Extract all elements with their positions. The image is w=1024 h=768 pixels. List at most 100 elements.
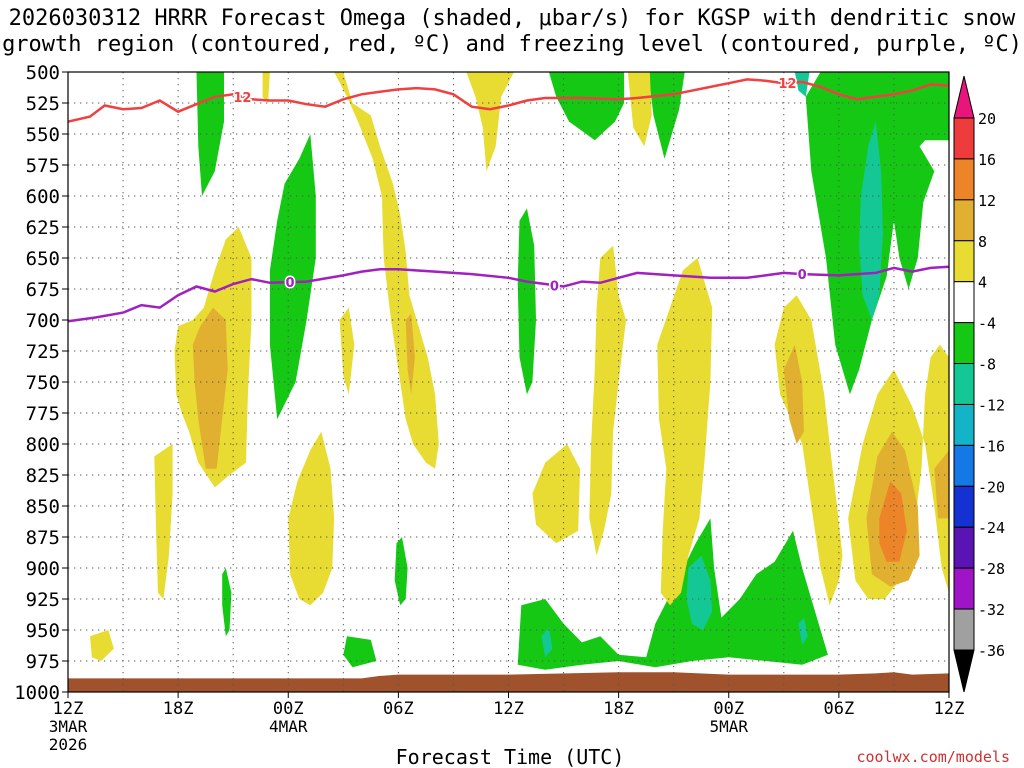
colorbar-box-12 <box>953 608 975 651</box>
colorbar-box-9 <box>953 485 975 528</box>
omega-region-28 <box>90 630 114 661</box>
y-tick-label-950: 950 <box>26 620 60 642</box>
omega-region-30 <box>192 307 228 469</box>
x-date-label-6: 5MAR <box>709 717 748 736</box>
omega-region-18 <box>262 72 270 103</box>
freezing-contour-label-0: 0 <box>286 276 295 291</box>
grid-lines <box>68 71 949 693</box>
x-tick-label-5: 18Z <box>603 699 634 719</box>
colorbar-box-0 <box>953 117 975 160</box>
y-tick-label-975: 975 <box>26 651 60 673</box>
x-tick-label-6: 00Z <box>713 699 744 719</box>
colorbar: 20 16 12 8 4 -4 -8 -12 -16 -20 -24 -28 -32 -36 <box>953 75 1005 693</box>
y-tick-label-875: 875 <box>26 527 60 549</box>
omega-region-23 <box>657 258 713 606</box>
colorbar-label-2: 12 <box>978 192 996 210</box>
omega-shading <box>90 72 949 670</box>
colorbar-label-11: -28 <box>978 560 1005 578</box>
x-date-label-2: 4MAR <box>269 717 308 736</box>
colorbar-label-8: -16 <box>978 437 1005 455</box>
colorbar-box-11 <box>953 567 975 610</box>
y-tick-label-525: 525 <box>26 93 60 115</box>
dendritic-contour-line <box>68 78 949 123</box>
omega-region-31 <box>405 313 415 395</box>
y-tick-label-750: 750 <box>26 372 60 394</box>
y-tick-label-725: 725 <box>26 341 60 363</box>
omega-region-6 <box>517 208 536 395</box>
omega-region-21 <box>589 245 626 556</box>
omega-region-3 <box>548 72 625 141</box>
y-tick-label-800: 800 <box>26 434 60 456</box>
x-tick-label-8: 12Z <box>934 699 965 719</box>
terrain-surface <box>68 672 949 692</box>
y-tick-label-650: 650 <box>26 248 60 270</box>
colorbar-box-7 <box>953 403 975 446</box>
omega-region-22 <box>532 444 581 544</box>
colorbar-label-6: -8 <box>978 356 996 374</box>
title-line-2: growth region (contoured, red, ºC) and f… <box>2 32 1022 57</box>
y-tick-label-850: 850 <box>26 496 60 518</box>
omega-region-20 <box>627 72 652 147</box>
omega-region-14 <box>541 627 553 658</box>
y-tick-label-825: 825 <box>26 465 60 487</box>
colorbar-box-5 <box>953 322 975 365</box>
omega-region-15 <box>798 617 808 645</box>
y-tick-label-700: 700 <box>26 310 60 332</box>
y-tick-label-775: 775 <box>26 403 60 425</box>
omega-region-32 <box>783 344 804 444</box>
colorbar-arrow-top <box>953 75 975 119</box>
x-date-label-0: 3MAR <box>49 717 88 736</box>
dendritic-contour-label-1: 12 <box>778 77 796 92</box>
omega-region-19 <box>466 72 514 172</box>
colorbar-label-4: 4 <box>978 274 987 292</box>
x-axis-label: Forecast Time (UTC) <box>396 745 625 768</box>
colorbar-box-1 <box>953 158 975 201</box>
omega-region-27 <box>154 444 173 599</box>
y-tick-label-500: 500 <box>26 62 60 84</box>
chart-title: 2026030312 HRRR Forecast Omega (shaded, … <box>0 6 1024 58</box>
omega-region-11 <box>859 121 883 320</box>
y-axis: 500 525 550 575 600 625 650 675 700 725 750 775 800 8… <box>14 62 68 704</box>
omega-region-34 <box>934 450 949 519</box>
y-tick-label-600: 600 <box>26 186 60 208</box>
dendritic-contour-label-0: 12 <box>233 91 251 106</box>
y-tick-label-625: 625 <box>26 217 60 239</box>
colorbar-label-5: -4 <box>978 315 996 333</box>
title-line-1: 2026030312 HRRR Forecast Omega (shaded, … <box>8 6 1016 31</box>
colorbar-box-3 <box>953 240 975 283</box>
omega-region-7 <box>222 568 232 637</box>
colorbar-box-8 <box>953 444 975 487</box>
colorbar-label-13: -36 <box>978 642 1005 660</box>
colorbar-label-0: 20 <box>978 110 996 128</box>
y-tick-label-550: 550 <box>26 124 60 146</box>
colorbar-box-4 <box>953 281 975 324</box>
omega-region-26 <box>288 431 335 606</box>
colorbar-box-2 <box>953 199 975 242</box>
y-tick-label-1000: 1000 <box>14 682 60 704</box>
omega-region-12 <box>794 72 810 97</box>
x-tick-label-3: 06Z <box>383 699 414 719</box>
x-tick-label-0: 12Z <box>53 699 84 719</box>
colorbar-label-10: -24 <box>978 519 1005 537</box>
terrain-layer <box>68 672 949 692</box>
colorbar-label-3: 8 <box>978 233 987 251</box>
colorbar-label-9: -20 <box>978 478 1005 496</box>
omega-region-35 <box>879 481 907 562</box>
x-tick-label-1: 18Z <box>163 699 194 719</box>
y-tick-label-675: 675 <box>26 279 60 301</box>
credit-link[interactable]: coolwx.com/models <box>856 748 1010 766</box>
y-tick-label-925: 925 <box>26 589 60 611</box>
freezing-contour-label-2: 0 <box>798 268 807 283</box>
colorbar-label-12: -32 <box>978 601 1005 619</box>
x-year-label-0: 2026 <box>49 735 88 754</box>
x-tick-label-2: 00Z <box>273 699 304 719</box>
omega-region-9 <box>343 636 377 668</box>
colorbar-arrow-bottom <box>953 649 975 693</box>
colorbar-label-1: 16 <box>978 151 996 169</box>
y-tick-label-575: 575 <box>26 155 60 177</box>
freezing-contour-line <box>68 265 949 323</box>
x-tick-label-7: 06Z <box>824 699 855 719</box>
freezing-contour-label-1: 0 <box>550 279 559 294</box>
